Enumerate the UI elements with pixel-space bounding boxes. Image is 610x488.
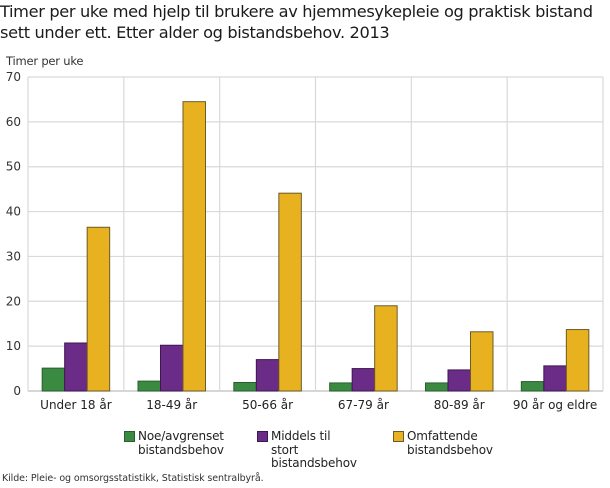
x-axis-categories: Under 18 år 18-49 år 50-66 år 67-79 år 80-89… (40, 398, 597, 412)
legend-swatch-green (124, 431, 135, 442)
bar (160, 344, 184, 392)
legend-swatch-yellow (393, 431, 404, 442)
y-tick-label: 10 (6, 339, 21, 353)
bar-chart: 0 10 20 30 40 50 60 70 Under 18 år 18-49 år 50-66… (6, 70, 604, 412)
legend-label: Middels til stort bistandsbehov (271, 429, 357, 470)
y-tick-label: 0 (13, 384, 21, 398)
bar (64, 342, 88, 392)
legend-label: Omfattende bistandsbehov (407, 429, 493, 457)
bar (447, 369, 471, 392)
bar (351, 368, 376, 392)
y-axis-ticks: 0 10 20 30 40 50 60 70 (6, 70, 21, 398)
gridlines (27, 76, 604, 392)
bar (137, 380, 161, 392)
y-tick-label: 60 (6, 115, 21, 129)
chart-title: Timer per uke med hjelp til brukere av h… (0, 2, 593, 42)
x-category-label: 67-79 år (338, 398, 389, 412)
y-tick-label: 40 (6, 205, 21, 219)
x-category-label: Under 18 år (40, 398, 112, 412)
bar (565, 329, 590, 392)
bar (233, 381, 257, 392)
bar (255, 359, 280, 392)
x-category-label: 18-49 år (146, 398, 197, 412)
x-category-label: 90 år og eldre (513, 398, 597, 412)
legend-label: Noe/avgrenset bistandsbehov (138, 429, 224, 457)
bar (182, 101, 206, 392)
source-note: Kilde: Pleie- og omsorgsstatistikk, Stat… (2, 473, 264, 484)
y-tick-label: 70 (6, 70, 21, 84)
y-tick-label: 30 (6, 249, 21, 263)
bar (520, 381, 545, 392)
bar (329, 382, 353, 392)
x-category-label: 80-89 år (434, 398, 485, 412)
y-tick-label: 20 (6, 294, 21, 308)
bar (374, 305, 398, 392)
y-tick-label: 50 (6, 160, 21, 174)
x-category-label: 50-66 år (242, 398, 293, 412)
bar (278, 192, 302, 392)
y-axis-label: Timer per uke (6, 54, 84, 68)
bar (425, 382, 449, 392)
bar (543, 365, 567, 392)
legend: Noe/avgrenset bistandsbehov Middels til … (0, 429, 610, 470)
bars (41, 101, 590, 392)
bar (86, 226, 111, 392)
bar (41, 367, 66, 392)
legend-swatch-purple (257, 431, 268, 442)
bar (470, 331, 494, 392)
